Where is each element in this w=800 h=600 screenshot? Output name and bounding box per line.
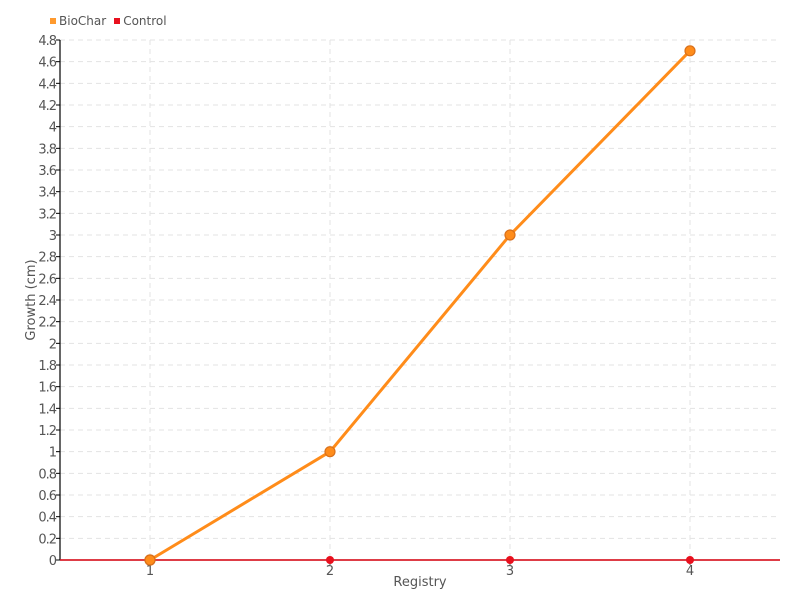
y-tick-label: 3.6: [38, 164, 56, 179]
y-axis-label: Growth (cm): [24, 259, 39, 340]
y-tick-label: 2.8: [38, 251, 56, 266]
biochar-point: [684, 45, 696, 57]
x-tick-label: 2: [326, 564, 334, 579]
x-tick-label: 1: [146, 564, 154, 579]
biochar-line: [149, 49, 692, 562]
series: [60, 45, 780, 566]
y-tick-label: 0.6: [38, 489, 56, 504]
x-tick-label: 3: [506, 564, 514, 579]
x-axis-label: Registry: [393, 575, 447, 590]
y-tick-label: 0.2: [38, 532, 56, 547]
legend-item-control[interactable]: Control: [114, 14, 167, 28]
y-tick-label: 4: [49, 121, 57, 136]
y-tick-label: 3: [49, 229, 57, 244]
control-swatch-icon: [114, 18, 121, 24]
y-tick-label: 2.4: [38, 294, 56, 309]
grid: [60, 39, 780, 560]
y-tick-label: 1.6: [38, 381, 56, 396]
y-tick-label: 2.2: [38, 316, 56, 331]
y-tick-label: 4.8: [38, 34, 56, 49]
control-point: [506, 556, 514, 564]
control-point: [686, 556, 694, 564]
y-tick-label: 4.4: [38, 77, 56, 92]
y-tick-label: 1.8: [38, 359, 56, 374]
x-tick-label: 4: [686, 564, 694, 579]
y-tick-label: 1.2: [38, 424, 56, 439]
y-tick-label: 3.2: [38, 207, 56, 222]
legend-label: Control: [123, 14, 167, 28]
y-tick-label: 0.4: [38, 511, 56, 526]
control-point: [326, 556, 334, 564]
y-tick-label: 2.6: [38, 272, 56, 287]
y-tick-label: 1.4: [38, 402, 56, 417]
y-tick-label: 3.8: [38, 142, 56, 157]
y-tick-label: 2: [49, 337, 56, 352]
legend-label: BioChar: [59, 14, 107, 28]
y-tick-label: 4.6: [38, 56, 56, 71]
biochar-point: [504, 229, 516, 241]
legend-item-biochar[interactable]: BioChar: [50, 14, 106, 28]
biochar-swatch-icon: [50, 18, 56, 24]
y-tick-label: 0: [49, 554, 57, 569]
y-tick-label: 0.8: [38, 467, 56, 482]
y-tick-label: 4.2: [38, 99, 56, 114]
y-tick-label: 3.4: [38, 186, 56, 201]
legend: BioChar Control: [50, 14, 167, 28]
biochar-point: [144, 554, 156, 566]
y-tick-label: 1: [49, 446, 57, 461]
biochar-point: [324, 446, 336, 458]
